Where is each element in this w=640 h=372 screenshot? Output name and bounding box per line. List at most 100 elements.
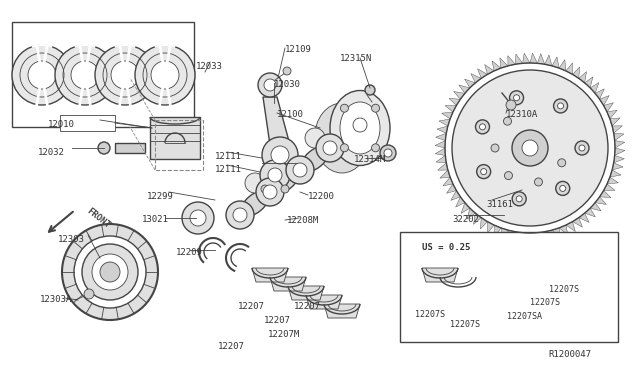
Circle shape	[84, 289, 94, 299]
Polygon shape	[435, 148, 445, 155]
Circle shape	[262, 137, 298, 173]
Polygon shape	[252, 268, 288, 282]
Polygon shape	[467, 208, 476, 219]
Text: 12207: 12207	[218, 342, 245, 351]
Text: 12315N: 12315N	[340, 54, 372, 63]
Polygon shape	[545, 55, 552, 66]
Circle shape	[513, 95, 520, 101]
Polygon shape	[614, 141, 625, 148]
Circle shape	[516, 196, 522, 202]
Polygon shape	[500, 58, 508, 68]
Polygon shape	[604, 184, 615, 190]
Circle shape	[491, 144, 499, 152]
Polygon shape	[552, 57, 559, 68]
Bar	[155, 120, 203, 170]
Circle shape	[372, 104, 380, 112]
Polygon shape	[573, 67, 580, 78]
Polygon shape	[437, 126, 448, 133]
Polygon shape	[604, 103, 614, 112]
Text: US = 0.25: US = 0.25	[422, 243, 470, 252]
Circle shape	[556, 182, 570, 195]
Polygon shape	[436, 155, 446, 163]
Polygon shape	[614, 155, 625, 163]
Circle shape	[283, 67, 291, 75]
Polygon shape	[488, 222, 494, 233]
Text: 12207M: 12207M	[268, 330, 300, 339]
Ellipse shape	[301, 146, 329, 172]
Circle shape	[62, 224, 158, 320]
Polygon shape	[508, 56, 515, 66]
Circle shape	[554, 99, 568, 113]
Circle shape	[512, 130, 548, 166]
Text: R1200047: R1200047	[548, 350, 591, 359]
Text: 12109: 12109	[285, 45, 312, 54]
Polygon shape	[445, 106, 456, 112]
Text: 12207S: 12207S	[549, 285, 579, 294]
Circle shape	[245, 173, 265, 193]
Text: 12207S: 12207S	[450, 320, 480, 329]
Polygon shape	[610, 170, 621, 177]
Circle shape	[353, 118, 367, 132]
Polygon shape	[474, 213, 481, 224]
Text: 12033: 12033	[196, 62, 223, 71]
Text: 12207S: 12207S	[415, 310, 445, 319]
Polygon shape	[324, 304, 360, 318]
Text: 12208M: 12208M	[287, 216, 319, 225]
Circle shape	[98, 142, 110, 154]
Circle shape	[111, 61, 139, 89]
Circle shape	[268, 168, 282, 182]
Polygon shape	[612, 163, 623, 170]
Circle shape	[95, 45, 155, 105]
Polygon shape	[584, 208, 595, 217]
Circle shape	[182, 202, 214, 234]
Text: 12207: 12207	[294, 302, 321, 311]
Circle shape	[372, 144, 380, 152]
Ellipse shape	[314, 103, 369, 173]
Polygon shape	[614, 133, 624, 141]
Text: 12209: 12209	[176, 248, 203, 257]
Polygon shape	[443, 177, 453, 186]
Polygon shape	[459, 85, 470, 93]
Ellipse shape	[340, 102, 380, 154]
Circle shape	[340, 104, 348, 112]
Polygon shape	[476, 295, 512, 309]
Polygon shape	[523, 53, 530, 63]
Polygon shape	[590, 83, 599, 93]
Circle shape	[575, 141, 589, 155]
Text: 31161: 31161	[486, 200, 513, 209]
Text: 12303: 12303	[58, 235, 85, 244]
Text: FRONT: FRONT	[85, 206, 112, 230]
Text: 13021: 13021	[142, 215, 169, 224]
Bar	[60, 115, 115, 131]
Polygon shape	[584, 77, 593, 88]
Circle shape	[481, 169, 486, 174]
Polygon shape	[530, 53, 538, 63]
Polygon shape	[436, 133, 446, 141]
Polygon shape	[508, 230, 515, 241]
Polygon shape	[515, 54, 523, 64]
Circle shape	[477, 164, 491, 179]
Polygon shape	[566, 222, 575, 231]
Text: 12200: 12200	[308, 192, 335, 201]
Ellipse shape	[331, 124, 359, 150]
Polygon shape	[492, 61, 501, 71]
Text: 12010: 12010	[48, 120, 75, 129]
Circle shape	[256, 178, 284, 206]
Circle shape	[135, 45, 195, 105]
Circle shape	[509, 91, 524, 105]
Circle shape	[271, 146, 289, 164]
Polygon shape	[477, 69, 488, 78]
Circle shape	[365, 85, 375, 95]
Circle shape	[452, 70, 608, 226]
Circle shape	[504, 171, 513, 180]
Polygon shape	[566, 63, 573, 74]
Circle shape	[346, 111, 374, 139]
Polygon shape	[590, 203, 601, 211]
Polygon shape	[439, 119, 450, 126]
Circle shape	[281, 185, 289, 193]
Polygon shape	[465, 79, 476, 88]
Text: 12299: 12299	[147, 192, 174, 201]
Circle shape	[263, 185, 277, 199]
Polygon shape	[538, 54, 545, 64]
Circle shape	[275, 150, 295, 170]
